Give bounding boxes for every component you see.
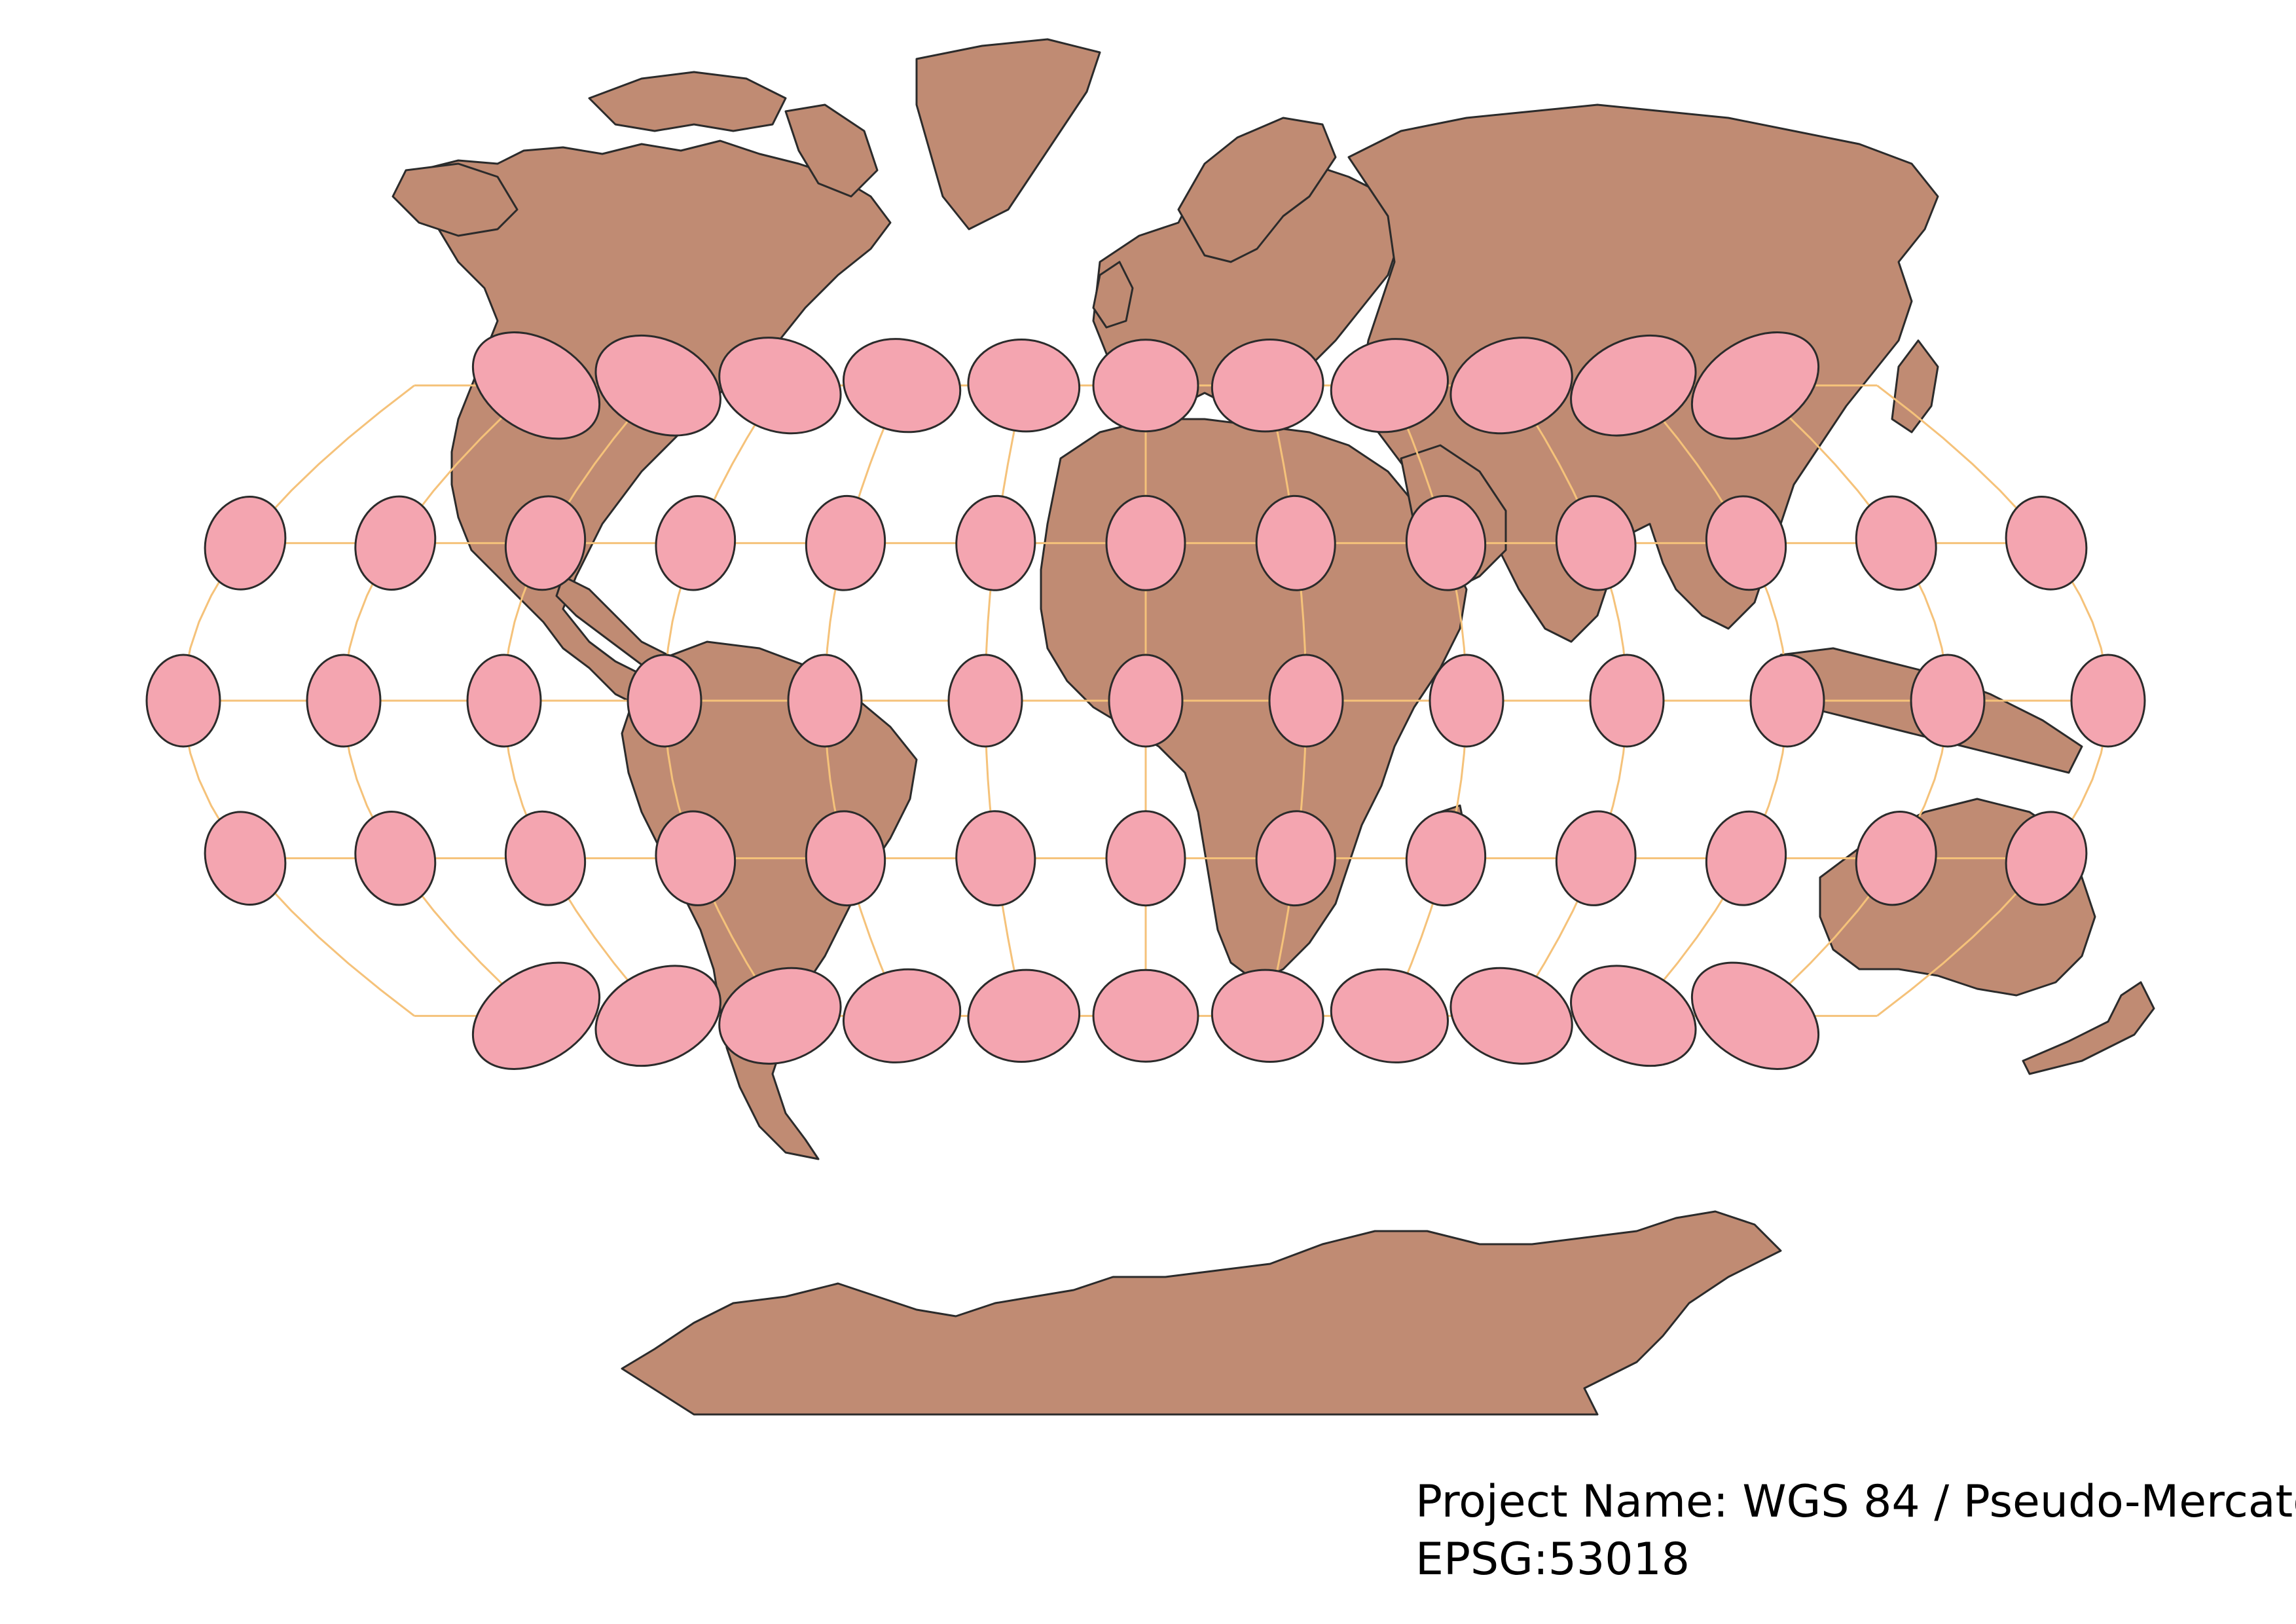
tissot-ellipse [2005,811,2088,906]
tissot-ellipse [1705,495,1787,591]
tissot-ellipse [354,811,437,906]
tissot-ellipse [1690,331,1820,440]
tissot-ellipse [1589,654,1665,748]
tissot-ellipse [1405,810,1487,907]
tissot-ellipse [718,337,842,435]
tissot-ellipse [1855,495,1937,591]
tissot-ellipse [1255,810,1336,907]
tissot-ellipse [1105,810,1186,907]
tissot-ellipse [805,494,886,591]
tissot-ellipse [1910,654,1986,748]
tissot-ellipse [1555,810,1637,906]
tissot-ellipse [1330,338,1449,434]
alaska [392,162,519,237]
tissot-ellipse [655,810,737,906]
tissot-ellipse [471,961,601,1070]
tissot-ellipse [842,338,962,434]
tissot-ellipse [805,810,886,907]
tissot-ellipse [306,654,382,748]
baffin-island [784,103,879,198]
tissot-ellipse [504,810,587,906]
arctic-islands [588,71,787,132]
tissot-ellipse [947,654,1023,748]
new-zealand [2022,981,2155,1075]
tissot-ellipse [1211,969,1324,1063]
tissot-ellipse [1690,961,1820,1070]
tissot-ellipse [967,969,1081,1063]
tissot-ellipse [1555,495,1637,591]
tissot-ellipse [204,811,287,906]
tissot-ellipse [594,965,721,1067]
tissot-ellipse [1405,494,1487,591]
epsg-label: EPSG:53018 [1415,1534,1690,1585]
british-isles [1092,261,1134,329]
tissot-ellipse [145,654,221,748]
tissot-ellipse [1092,969,1199,1063]
tissot-ellipse [842,968,962,1063]
tissot-ellipse [1092,339,1199,433]
tissot-ellipse [1105,494,1186,591]
tissot-ellipse [718,967,842,1065]
tissot-ellipse [1255,494,1336,591]
project-name-label: Project Name: WGS 84 / Pseudo-Mercator [1415,1476,2296,1528]
tissot-ellipse [1330,968,1449,1063]
tissot-ellipse [1449,337,1573,435]
tissot-ellipse [967,339,1081,433]
tissot-ellipse [1211,339,1324,433]
tissot-ellipse [1855,811,1937,906]
tissot-ellipse [2070,654,2146,748]
tissot-ellipse [471,331,601,440]
tissot-ellipse [655,495,737,591]
tissot-ellipse [204,495,287,591]
tissot-ellipse [594,334,721,437]
antarctica [621,1210,1782,1416]
tissot-ellipse [1449,967,1573,1065]
scandinavia [1177,117,1337,263]
tissot-ellipse [1108,654,1184,748]
tissot-ellipse [354,495,437,591]
tissot-indicatrix-layer [145,331,2146,1070]
japan [1891,339,1939,434]
tissot-ellipse [1570,965,1697,1067]
tissot-ellipse [1429,654,1504,748]
tissot-ellipse [1570,334,1697,437]
map-caption: Project Name: WGS 84 / Pseudo-Mercator E… [1415,1473,2296,1589]
tissot-ellipse [1268,654,1344,748]
tissot-ellipse [787,654,863,748]
tissot-ellipse [1749,654,1825,748]
tissot-ellipse [1705,810,1787,906]
tissot-ellipse [504,495,587,591]
greenland [915,38,1101,231]
tissot-ellipse [955,494,1036,591]
tissot-ellipse [2005,495,2088,591]
tissot-ellipse [627,654,702,748]
tissot-ellipse [955,810,1036,907]
tissot-ellipse [466,654,542,748]
